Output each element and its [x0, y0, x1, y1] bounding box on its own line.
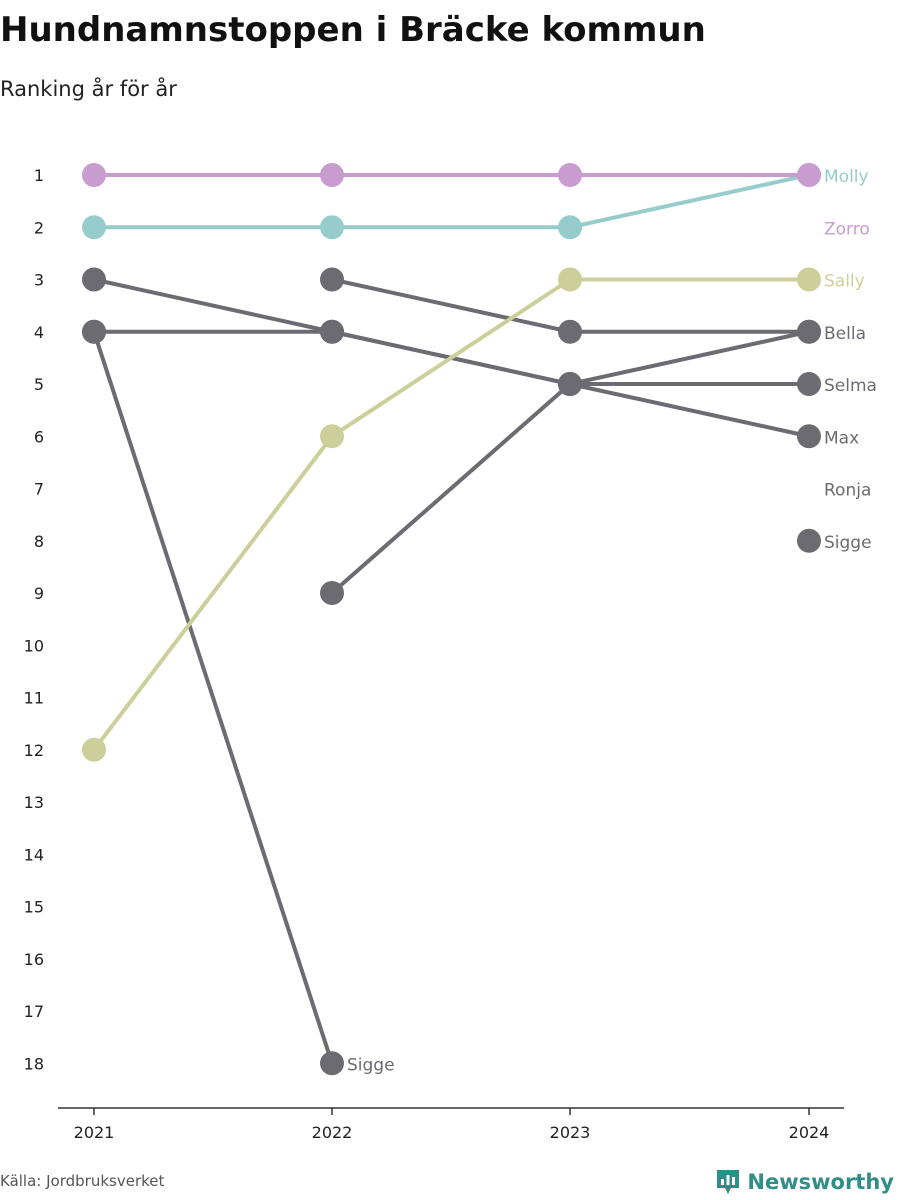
x-axis: 2021 2022 2023 2024	[58, 1107, 844, 1142]
point-max	[797, 424, 821, 449]
point-max	[320, 319, 344, 344]
end-label-molly: Molly	[824, 167, 869, 187]
y-tick-label: 18	[24, 1054, 44, 1073]
point-zorro	[558, 163, 582, 187]
newsworthy-logo-icon	[717, 1170, 740, 1194]
end-label-selma: Selma	[824, 376, 877, 396]
end-label-ronja: Ronja	[824, 481, 871, 501]
point-zorro	[797, 163, 821, 187]
point-sally	[558, 267, 582, 292]
end-label-sigge: Sigge	[824, 533, 872, 553]
y-tick-label: 15	[24, 898, 44, 917]
series-line-molly	[92, 173, 811, 230]
point-sally	[82, 737, 106, 762]
y-tick-label: 3	[34, 271, 44, 290]
y-tick-label: 14	[24, 845, 44, 864]
brand-name: Newsworthy	[747, 1170, 894, 1194]
y-tick-label: 11	[24, 689, 44, 708]
y-tick-label: 6	[34, 427, 44, 446]
brand-logo: Newsworthy	[715, 1168, 894, 1196]
y-tick-label: 17	[24, 1002, 44, 1021]
x-tick-label: 2022	[312, 1123, 353, 1142]
series-line-sally	[92, 277, 811, 752]
y-tick-label: 2	[34, 218, 44, 237]
point-bella	[320, 267, 344, 292]
series-points	[82, 163, 821, 1076]
end-label-bella: Bella	[824, 324, 866, 344]
y-tick-label: 12	[24, 741, 44, 760]
end-label-zorro: Zorro	[824, 219, 870, 239]
point-sally	[797, 267, 821, 292]
chart-title: Hundnamnstoppen i Bräcke kommun	[0, 10, 706, 50]
point-molly	[558, 215, 582, 240]
series-labels: Molly Zorro Sally Bella Selma Max Ronja Sigge Si…	[347, 167, 877, 1075]
point-molly	[82, 215, 106, 240]
y-tick-label: 7	[34, 480, 44, 499]
point-zorro	[82, 163, 106, 187]
y-tick-label: 10	[24, 636, 44, 655]
point-max	[558, 372, 582, 396]
point-max	[82, 267, 106, 292]
point-label-sigge: Sigge	[347, 1055, 395, 1075]
source-note: Källa: Jordbruksverket	[0, 1172, 165, 1190]
series-lines	[92, 173, 811, 1066]
chart-subtitle: Ranking år för år	[0, 77, 177, 101]
y-tick-label: 13	[24, 793, 44, 812]
point-selma	[82, 319, 106, 344]
y-tick-label: 5	[34, 375, 44, 394]
end-label-max: Max	[824, 428, 859, 448]
x-tick-label: 2021	[74, 1123, 115, 1142]
y-tick-label: 4	[34, 323, 44, 342]
y-tick-label: 1	[34, 166, 44, 185]
point-selma	[797, 372, 821, 396]
x-tick-label: 2023	[550, 1123, 591, 1142]
point-bella	[797, 319, 821, 344]
y-tick-label: 16	[24, 950, 44, 969]
point-sigge	[320, 1051, 344, 1076]
point-sally	[320, 424, 344, 449]
point-ronja	[320, 581, 344, 605]
point-zorro	[320, 163, 344, 187]
y-tick-label: 9	[34, 584, 44, 603]
end-label-sally: Sally	[824, 272, 865, 292]
series-line-sigge	[92, 329, 334, 1066]
x-tick-label: 2024	[789, 1123, 830, 1142]
series-line-ronja	[330, 329, 811, 595]
point-molly	[320, 215, 344, 240]
point-bella	[558, 319, 582, 344]
point-sigge	[797, 528, 821, 553]
y-tick-label: 8	[34, 532, 44, 551]
